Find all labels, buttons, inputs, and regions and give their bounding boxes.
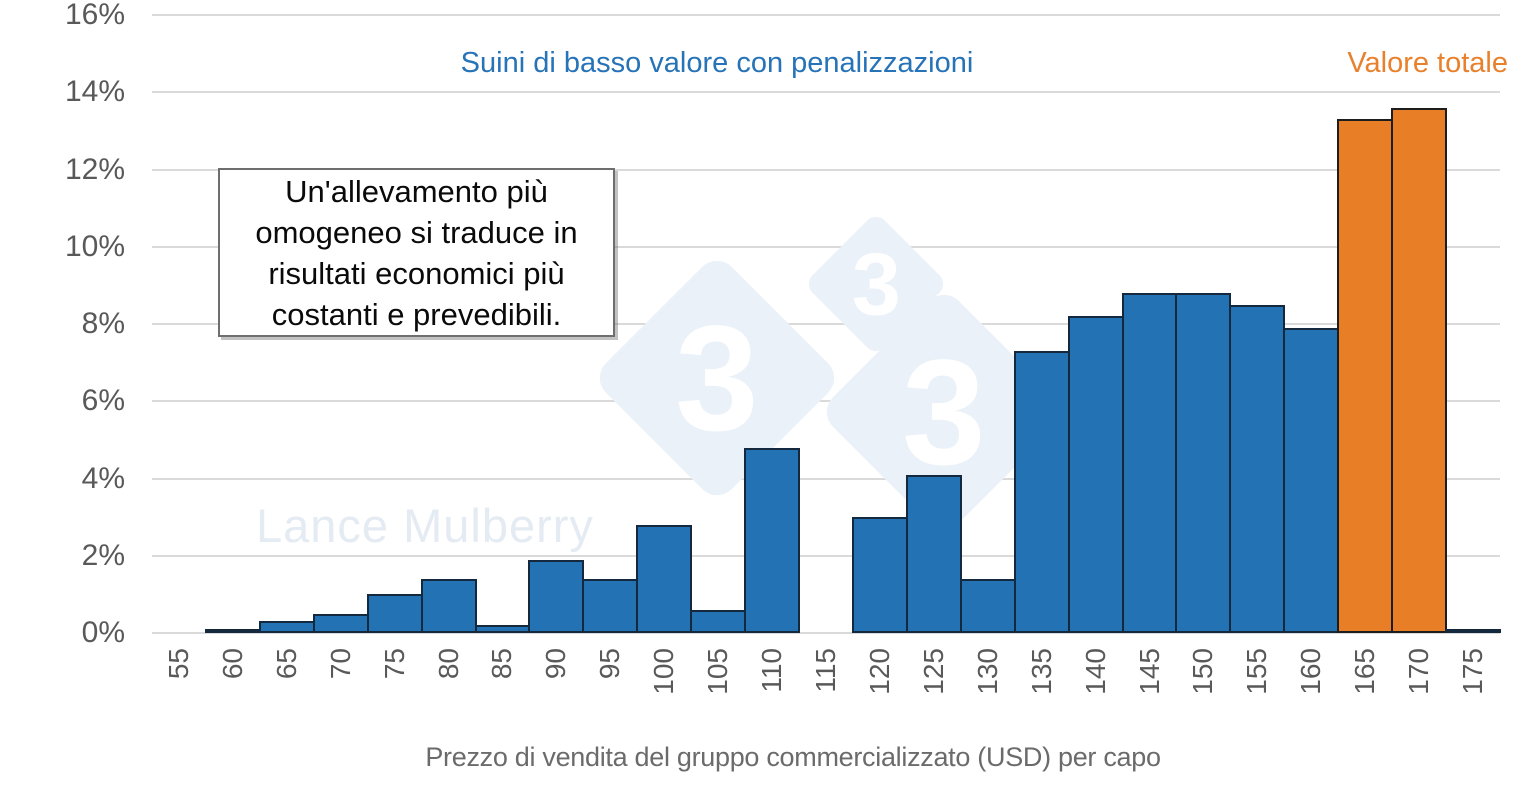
- x-tick-label: 120: [863, 648, 895, 695]
- bar-175: [1445, 629, 1501, 634]
- x-tick-label: 170: [1403, 648, 1435, 695]
- bar-160: [1283, 327, 1340, 633]
- bar-120: [851, 517, 908, 633]
- gridline-2%: [152, 554, 1500, 557]
- x-axis-title: Prezzo di vendita del gruppo commerciali…: [425, 742, 1161, 772]
- bar-130: [959, 578, 1016, 633]
- x-tick-label: 140: [1079, 648, 1111, 695]
- gridline-12%: [152, 168, 1500, 171]
- bar-110: [744, 447, 801, 633]
- legend-valore-totale: Valore totale: [1347, 47, 1508, 79]
- x-tick-label: 70: [324, 648, 356, 680]
- x-tick-label: 165: [1349, 648, 1381, 695]
- gridline-0%: [152, 632, 1500, 634]
- bar-75: [366, 594, 423, 633]
- y-tick-label: 6%: [81, 384, 125, 418]
- chart-title: Suini di basso valore con penalizzazioni: [460, 47, 974, 79]
- x-tick-label: 100: [648, 648, 680, 695]
- x-tick-label: 60: [216, 648, 248, 680]
- y-tick-label: 4%: [81, 461, 125, 495]
- x-tick-label: 80: [432, 648, 464, 680]
- y-tick-label: 2%: [81, 538, 125, 572]
- x-tick-label: 145: [1133, 648, 1165, 695]
- x-tick-label: 130: [971, 648, 1003, 695]
- gridline-14%: [152, 91, 1500, 94]
- x-tick-label: 150: [1187, 648, 1219, 695]
- x-tick-label: 65: [270, 648, 302, 680]
- x-tick-label: 155: [1241, 648, 1273, 695]
- gridline-8%: [152, 323, 1500, 325]
- y-tick-label: 12%: [64, 152, 125, 186]
- x-tick-label: 55: [162, 648, 194, 680]
- x-tick-label: 75: [378, 648, 410, 680]
- x-tick-label: 135: [1025, 648, 1057, 695]
- x-tick-label: 85: [486, 648, 518, 680]
- bar-170: [1391, 107, 1448, 633]
- x-tick-label: 115: [810, 648, 841, 693]
- y-tick-label: 0%: [81, 616, 125, 649]
- x-tick-label: 175: [1457, 648, 1489, 695]
- x-tick-label: 160: [1295, 648, 1327, 695]
- x-tick-label: 110: [756, 648, 788, 693]
- x-tick-label: 105: [702, 648, 734, 695]
- y-tick-label: 8%: [81, 307, 125, 340]
- bar-100: [636, 524, 693, 633]
- gridline-4%: [152, 477, 1500, 480]
- x-tick-label: 125: [917, 648, 949, 695]
- bar-165: [1337, 119, 1394, 633]
- gridline-16%: [152, 14, 1500, 16]
- y-tick-label: 10%: [64, 229, 125, 263]
- gridline-10%: [152, 245, 1500, 248]
- x-tick-label: 90: [540, 648, 572, 680]
- x-tick-label: 95: [594, 648, 626, 680]
- bar-80: [420, 578, 477, 633]
- gridline-6%: [152, 400, 1500, 403]
- y-tick-label: 16%: [64, 0, 125, 31]
- y-tick-label: 14%: [64, 75, 125, 109]
- annotation-box: Un'allevamento più omogeneo si traduce i…: [218, 168, 615, 337]
- watermark-text: Lance Mulberry: [256, 499, 594, 552]
- bar-125: [905, 474, 962, 633]
